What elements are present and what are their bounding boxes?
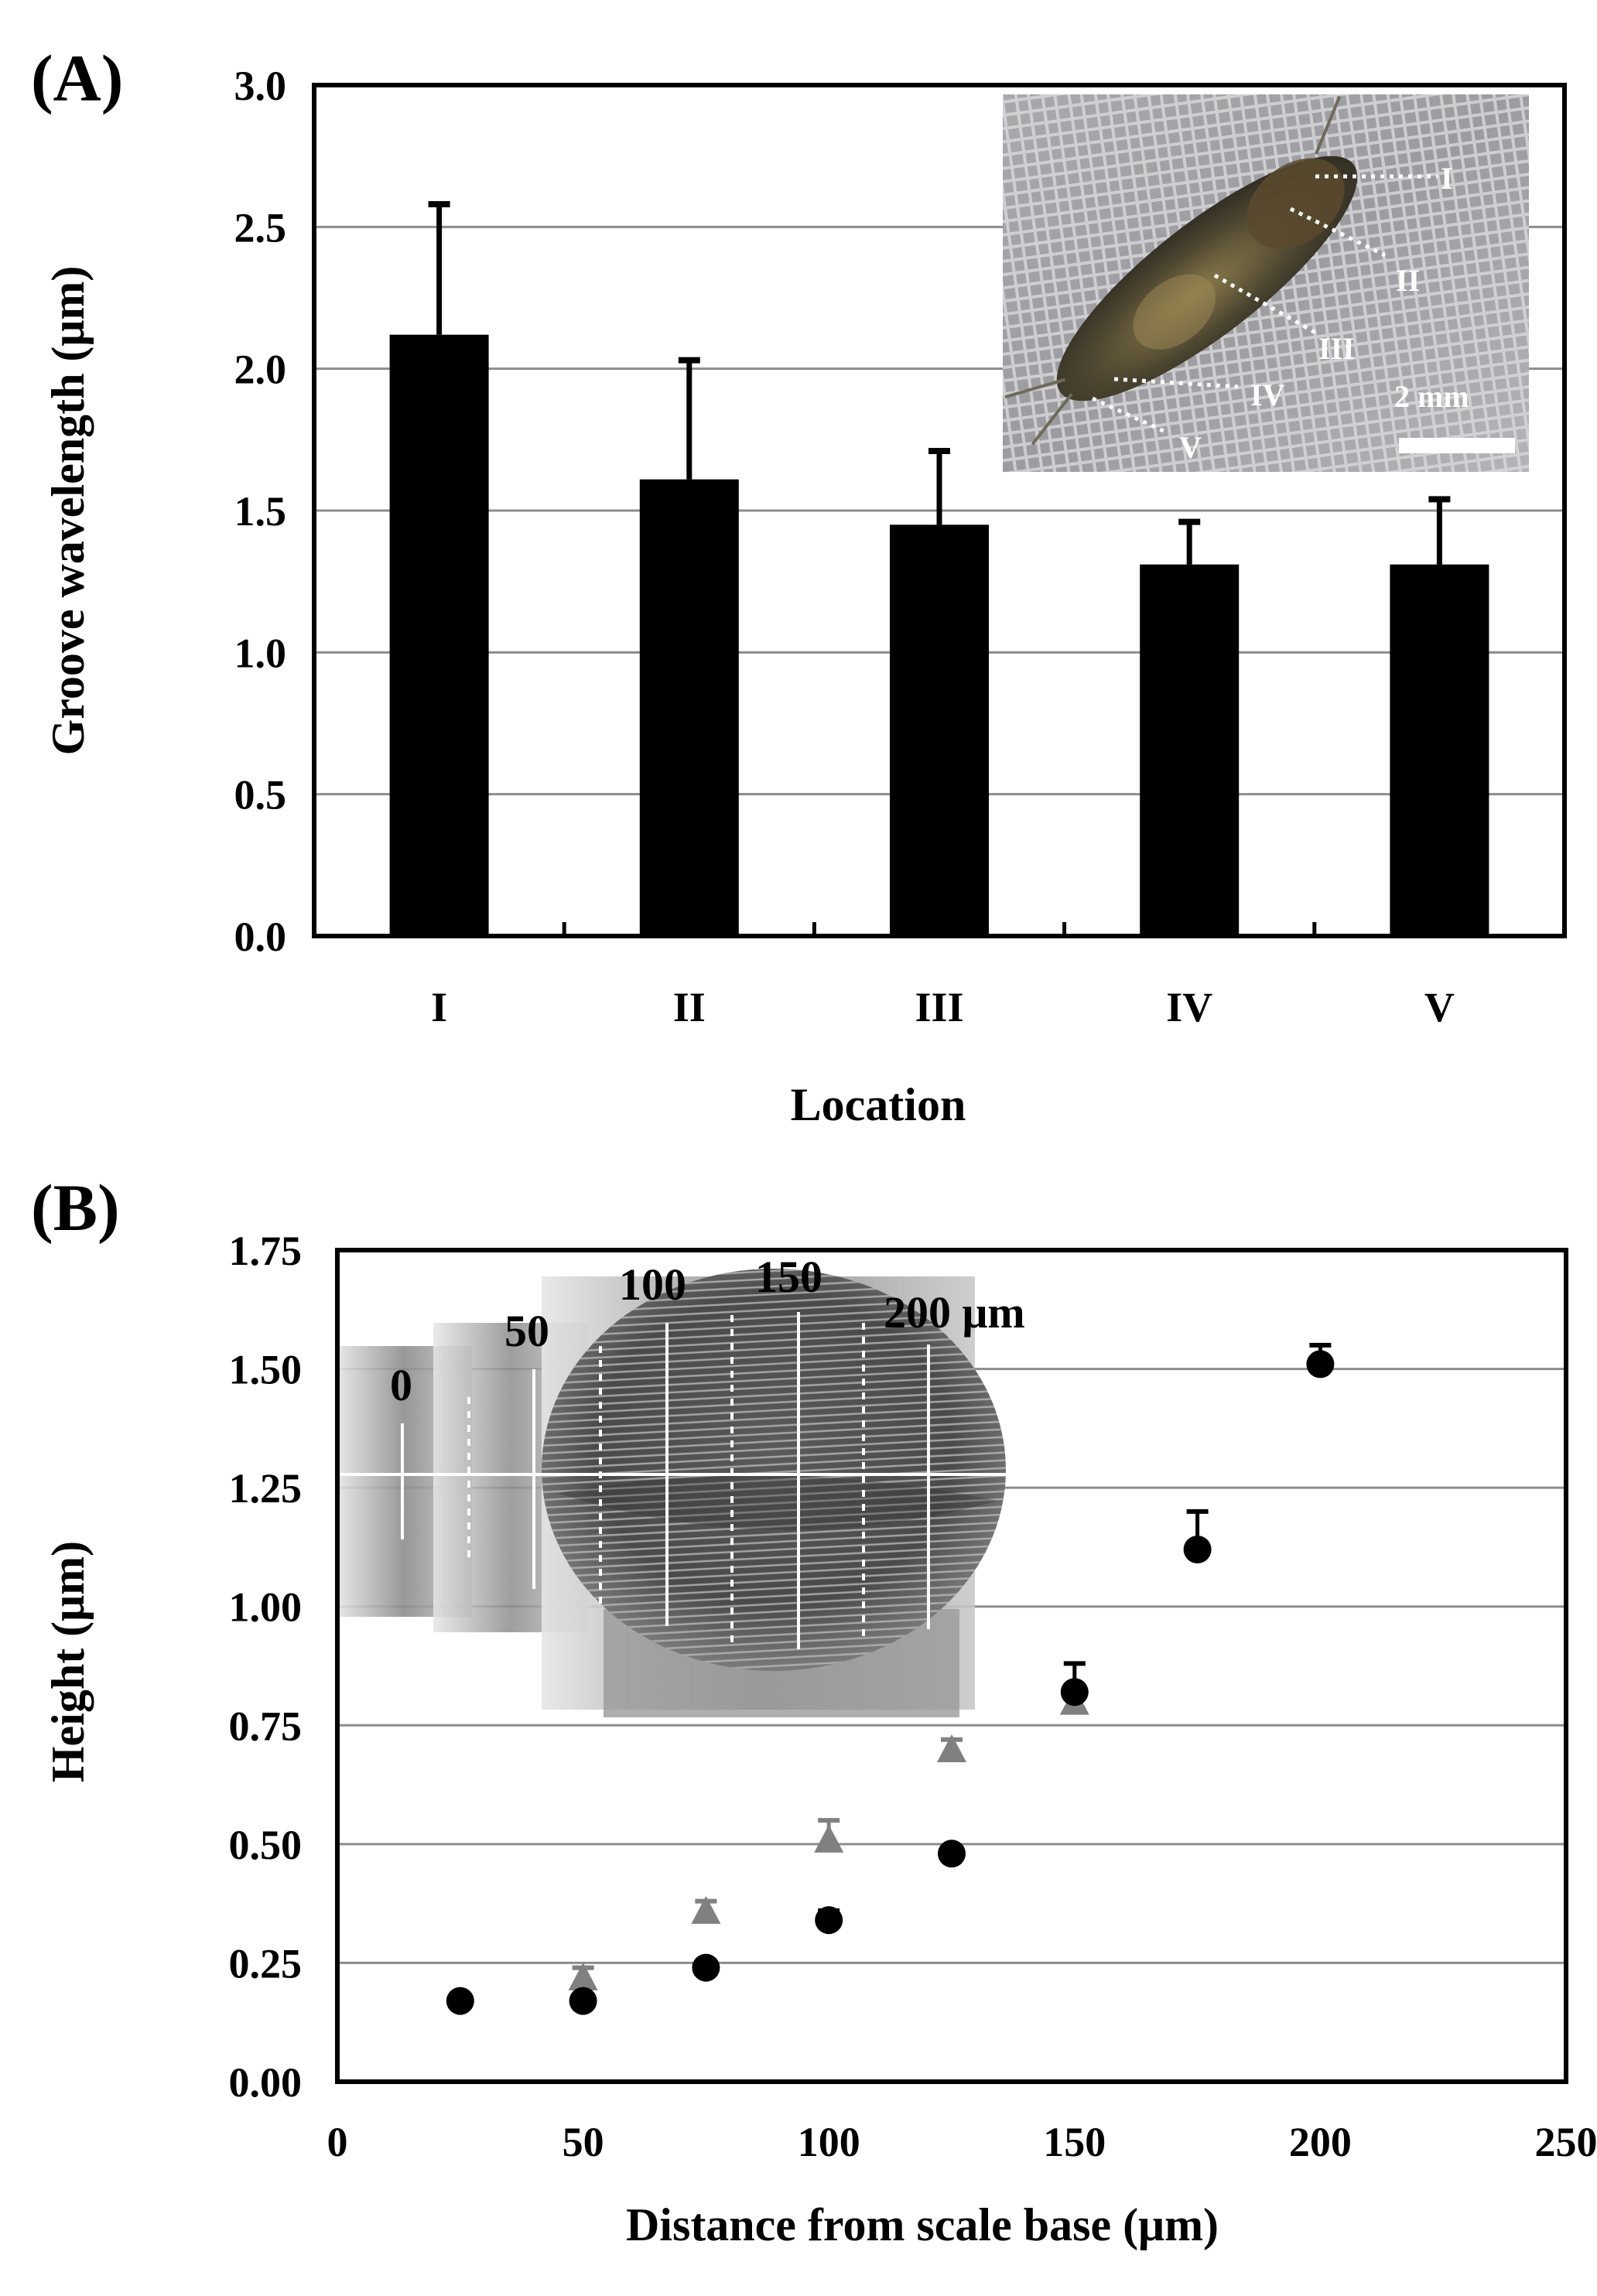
y-tick-label: 0.00 — [229, 2059, 303, 2106]
bar — [389, 334, 489, 937]
data-point-triangle — [691, 1895, 721, 1924]
y-tick-label: 0.50 — [229, 1822, 303, 1868]
panel-b-y-axis-title: Height (μm) — [43, 1541, 94, 1782]
bar — [1390, 564, 1489, 936]
panel-b-plot-frame — [335, 1248, 1568, 2084]
panel-a-x-axis-title: Location — [791, 1079, 966, 1130]
y-tick-label: 1.0 — [234, 630, 287, 676]
data-point-triangle — [568, 1962, 598, 1990]
data-point-circle — [569, 1987, 597, 2015]
panel-a-y-axis-title: Groove wavelength (μm) — [43, 266, 94, 756]
inset-label-ii: II — [1396, 263, 1420, 298]
y-tick-label: 2.5 — [234, 204, 287, 251]
inset-label-50: 50 — [504, 1306, 549, 1356]
panel-a-y-ticks: 0.0 0.5 1.0 1.5 2.0 2.5 3.0 — [234, 63, 287, 960]
inset-dotted-lines — [1091, 174, 1438, 436]
panel-a-inset-photo: I II III IV V 2 mm — [1003, 94, 1529, 472]
inset-label-v: V — [1179, 430, 1202, 465]
panel-b-x-axis-title: Distance from scale base (μm) — [626, 2199, 1219, 2250]
panel-a-label: (A) — [31, 41, 123, 115]
inset-scale-label: 2 mm — [1394, 379, 1469, 414]
panel-a: (A) 0.00.51.01.52.02.53.0 I II III IV V Loca… — [31, 41, 1567, 1130]
x-tick-label: 200 — [1289, 2119, 1352, 2165]
inset-label-0: 0 — [390, 1360, 412, 1410]
y-tick-label: 1.00 — [229, 1584, 303, 1631]
x-tick-label: I — [431, 984, 447, 1030]
inset-label-i: I — [1441, 161, 1453, 196]
panel-b-points — [446, 1342, 1335, 2015]
panel-b-label: (B) — [31, 1170, 120, 1245]
data-point-circle — [815, 1906, 843, 1935]
bar — [639, 479, 739, 936]
inset-label-iv: IV — [1250, 378, 1285, 412]
x-tick-label: II — [673, 984, 706, 1030]
x-tick-label: 250 — [1535, 2119, 1597, 2165]
x-tick-label: 100 — [798, 2119, 860, 2165]
y-tick-label: 1.75 — [229, 1228, 303, 1274]
x-tick-label: 50 — [563, 2119, 604, 2165]
x-tick-label: 0 — [327, 2119, 348, 2165]
panel-a-x-ticks: I II III IV V — [431, 922, 1455, 1030]
x-tick-label: 150 — [1043, 2119, 1106, 2165]
insect-body — [1004, 95, 1358, 446]
x-tick-label: III — [915, 984, 963, 1030]
inset-label-100: 100 — [619, 1259, 686, 1310]
inset-scale-bar — [1399, 438, 1515, 453]
y-tick-label: 0.0 — [234, 914, 287, 960]
panel-a-bars — [389, 334, 1489, 937]
data-point-circle — [446, 1987, 474, 2015]
inset-label-iii: III — [1318, 331, 1355, 366]
inset-label-200: 200 μm — [884, 1287, 1025, 1338]
bar — [890, 524, 989, 936]
x-tick-label: IV — [1166, 984, 1212, 1030]
panel-a-plot-frame — [312, 83, 1567, 938]
data-point-circle — [1183, 1536, 1212, 1563]
y-tick-label: 0.75 — [229, 1703, 303, 1749]
inset-marker-lines — [401, 1312, 930, 1649]
bar — [1140, 564, 1240, 936]
data-point-circle — [1306, 1350, 1335, 1379]
y-tick-label: 0.25 — [229, 1940, 303, 1987]
data-point-triangle — [937, 1734, 966, 1762]
panel-b-y-ticks: 0.00 0.25 0.50 0.75 1.00 1.25 1.50 1.75 — [229, 1228, 303, 2106]
y-tick-label: 1.5 — [234, 488, 287, 535]
panel-b-inset-image: 0 50 100 150 200 μm — [336, 1252, 1025, 1717]
panel-b: (B) 0 50 100 — [31, 1170, 1597, 2250]
panel-a-error-bars — [428, 201, 1451, 565]
data-point-circle — [1060, 1678, 1089, 1707]
x-tick-label: V — [1424, 984, 1455, 1030]
panel-b-x-ticks: 0 50 100 150 200 250 — [327, 2119, 1597, 2165]
data-point-triangle — [814, 1824, 844, 1853]
data-point-circle — [938, 1840, 966, 1868]
y-tick-label: 2.0 — [234, 347, 287, 393]
y-tick-label: 3.0 — [234, 63, 287, 109]
inset-label-150: 150 — [755, 1252, 822, 1302]
y-tick-label: 0.5 — [234, 772, 287, 818]
y-tick-label: 1.25 — [229, 1465, 303, 1512]
data-point-circle — [692, 1953, 720, 1982]
y-tick-label: 1.50 — [229, 1347, 303, 1393]
